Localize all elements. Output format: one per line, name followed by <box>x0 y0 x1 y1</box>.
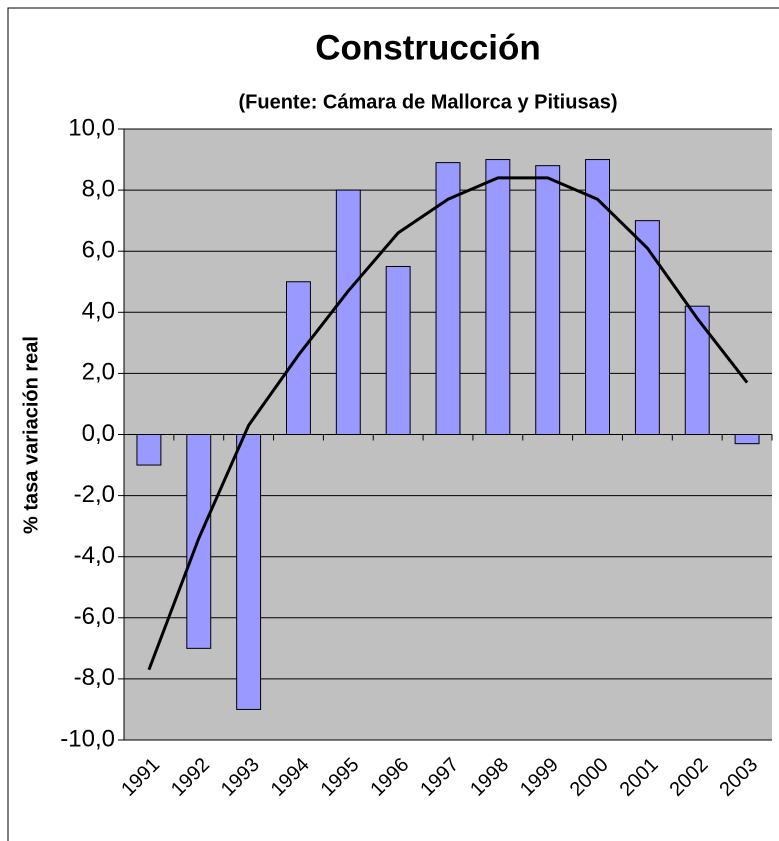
bar <box>485 159 511 436</box>
y-axis-label: % tasa variación real <box>20 336 42 534</box>
y-tick-label: 10,0 <box>68 114 115 141</box>
chart-subtitle: (Fuente: Cámara de Mallorca y Pitiusas) <box>238 91 617 113</box>
trend-line <box>147 176 749 671</box>
y-tick-label: 6,0 <box>82 237 115 264</box>
bar <box>385 265 411 435</box>
y-tick-label: -10,0 <box>60 725 115 752</box>
y-tick-label: 4,0 <box>82 298 115 325</box>
bar <box>585 159 611 436</box>
bar <box>236 434 262 710</box>
bar <box>734 434 760 445</box>
bar <box>136 434 162 466</box>
y-tick-label: -4,0 <box>74 542 115 569</box>
chart-title: Construcción <box>315 28 541 67</box>
y-tick-label: -8,0 <box>74 664 115 691</box>
y-tick-label: -6,0 <box>74 603 115 630</box>
bar <box>684 305 710 435</box>
y-tick-label: 2,0 <box>82 359 115 386</box>
y-tick-label: 0,0 <box>82 420 115 447</box>
y-tick-label: 8,0 <box>82 175 115 202</box>
bar <box>535 165 561 435</box>
bar <box>285 281 311 435</box>
bar <box>335 189 361 435</box>
bar <box>435 162 461 435</box>
y-tick-label: -2,0 <box>74 481 115 508</box>
bar <box>634 220 660 435</box>
